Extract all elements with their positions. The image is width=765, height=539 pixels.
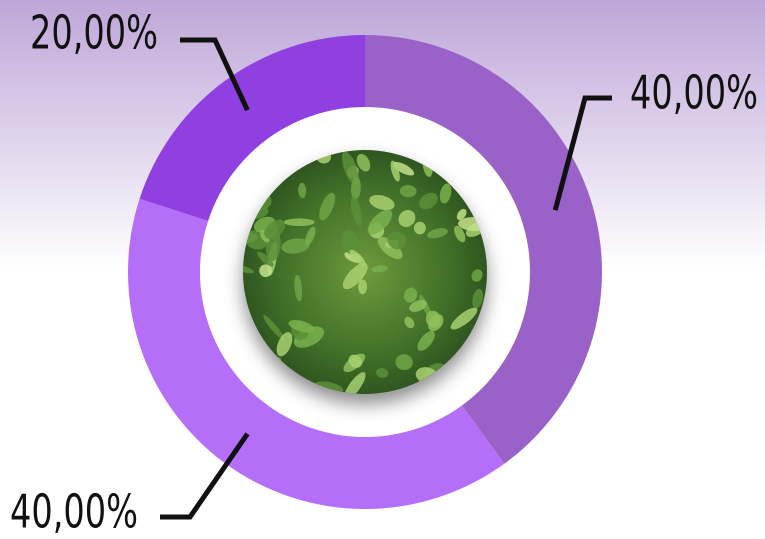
leaf (294, 274, 303, 302)
leaf (404, 316, 415, 329)
leaf (399, 184, 417, 198)
donut-segment (127, 198, 505, 510)
leaf (349, 249, 366, 266)
leaf (419, 192, 438, 210)
leaf (305, 226, 316, 246)
leaf (358, 279, 368, 295)
leaf (257, 251, 274, 267)
leaf (369, 194, 395, 211)
leaf (367, 209, 393, 235)
leaf (263, 315, 285, 341)
leaf (387, 231, 407, 250)
leaf (456, 208, 467, 221)
leaf (472, 288, 483, 309)
donut-segment (365, 35, 602, 464)
leaf (398, 209, 416, 228)
leaf (264, 219, 286, 240)
leaf (377, 236, 403, 260)
leaf (356, 153, 371, 172)
leaf (392, 161, 415, 176)
leaf (413, 221, 426, 235)
leader-line (160, 432, 250, 520)
leaf (417, 330, 435, 351)
leaf (390, 160, 400, 182)
leaf (351, 176, 361, 200)
leaf (425, 310, 441, 328)
leaf (288, 319, 315, 333)
value-label: 40,00% (10, 485, 138, 539)
leaf (375, 368, 389, 378)
leaf (471, 269, 483, 282)
leaf (395, 354, 413, 371)
leader-line (180, 37, 250, 112)
leaf (439, 183, 452, 204)
leader-line (552, 95, 612, 211)
leaf (409, 300, 427, 312)
leaf (350, 196, 363, 227)
donut (127, 35, 602, 510)
leaf (259, 264, 272, 278)
leaf (342, 262, 368, 290)
value-label: 40,00% (630, 66, 758, 120)
leaf (341, 151, 359, 186)
leaf (427, 228, 448, 239)
leaf (298, 182, 307, 199)
labels: 40,00% 40,00% 20,00% (10, 6, 758, 539)
leaf (454, 225, 466, 243)
leaf (403, 287, 418, 303)
leaf (319, 192, 336, 221)
leaf (344, 372, 366, 394)
leaf (348, 354, 363, 368)
leaf (283, 218, 315, 227)
value-label: 20,00% (30, 6, 158, 60)
leaf (341, 229, 360, 255)
leaf (276, 332, 293, 357)
leaf (281, 238, 310, 254)
leaf (371, 265, 388, 273)
donut-segment (139, 35, 365, 223)
leaf (450, 307, 478, 330)
